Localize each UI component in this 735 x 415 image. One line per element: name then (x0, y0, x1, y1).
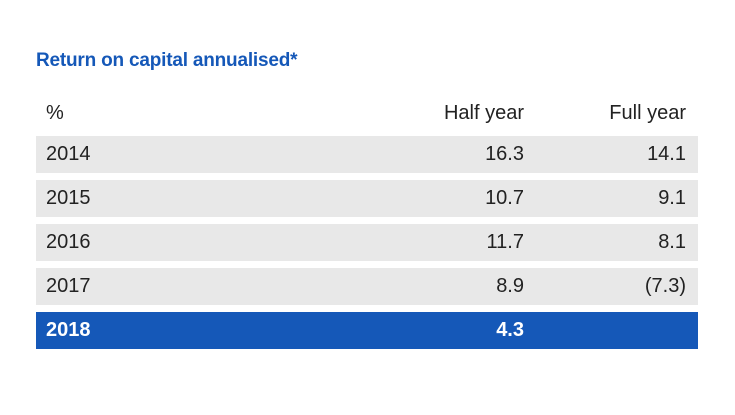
row-half-year-value: 10.7 (485, 187, 524, 209)
row-year: 2016 (46, 231, 91, 253)
row-half-year-value: 4.3 (496, 319, 524, 341)
header-unit: % (46, 102, 64, 124)
row-half-year-value: 11.7 (486, 231, 524, 253)
row-year: 2017 (46, 275, 91, 297)
row-full-year-value: 8.1 (658, 231, 686, 253)
row-full-year-value: 14.1 (647, 143, 686, 165)
table-row: 2014 16.3 14.1 (36, 136, 698, 173)
row-year: 2014 (46, 143, 91, 165)
table-row: 2016 11.7 8.1 (36, 224, 698, 261)
row-full-year-value: 9.1 (658, 187, 686, 209)
row-full-year-value: (7.3) (644, 275, 686, 297)
header-half-year: Half year (443, 102, 524, 124)
row-year: 2015 (46, 187, 91, 209)
row-half-year-value: 16.3 (485, 143, 524, 165)
row-half-year-value: 8.9 (496, 275, 524, 297)
return-on-capital-table: % Half year Full year 2014 16.3 14.1 201… (36, 96, 698, 356)
table-title: Return on capital annualised* (36, 50, 298, 71)
table-row-highlighted: 2018 4.3 (36, 312, 698, 349)
table-row: 2015 10.7 9.1 (36, 180, 698, 217)
header-full-year: Full year (609, 102, 686, 124)
table-header-row: % Half year Full year (36, 96, 698, 131)
row-year: 2018 (46, 319, 91, 341)
table-row: 2017 8.9 (7.3) (36, 268, 698, 305)
